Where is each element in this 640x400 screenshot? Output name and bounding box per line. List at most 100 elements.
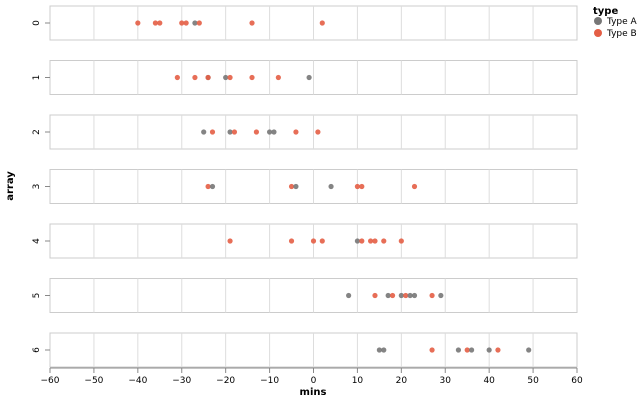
point-type-b [389,292,396,299]
point-type-b [367,238,374,244]
point-type-b [152,20,158,26]
point-type-a [381,347,387,353]
facet-row-0: 0 [32,5,578,41]
point-type-b [315,129,321,135]
point-type-b [249,74,255,81]
point-type-b [293,129,299,135]
legend-swatch [594,29,602,37]
point-type-a [411,292,418,299]
point-type-b [275,74,281,81]
point-type-b [319,238,325,244]
facet-row-1: 1 [32,60,578,95]
point-type-a [354,238,361,244]
point-type-a [407,292,413,299]
point-type-b [398,238,404,244]
facet-row-6: 6 [32,332,578,368]
point-type-b [464,347,470,353]
point-type-b [179,20,185,26]
point-type-a [227,129,233,135]
point-type-a [192,20,198,26]
point-type-b [209,129,216,135]
point-type-a [526,347,532,353]
legend-label: Type B [606,29,637,39]
legend-label: Type A [606,17,638,27]
point-type-b [253,129,260,135]
x-tick-label: 30 [440,376,452,386]
point-type-b [196,20,202,26]
row-label: 2 [32,129,42,135]
point-type-b [227,238,233,244]
x-tick-label: 40 [483,376,495,386]
point-type-a [469,347,475,353]
point-type-b [231,129,238,135]
facet-panels: 0 1 2 3 4 5 6 [32,5,578,368]
x-tick-label: 10 [352,376,364,386]
point-type-a [346,292,352,299]
x-tick-label: 0 [311,376,317,386]
legend-swatch [594,17,602,25]
point-type-b [372,292,378,299]
point-type-a [376,347,382,353]
x-axis: −60 −50 −40 −30 −20 −10 0 10 20 30 40 50 60 [41,367,583,386]
point-type-b [174,74,180,81]
point-type-b [429,347,435,353]
y-axis-title: array [5,171,16,201]
facet-row-5: 5 [32,278,578,313]
point-type-b [249,20,255,26]
point-type-b [192,74,198,81]
x-tick-label: −60 [41,376,60,386]
facet-row-2: 2 [32,114,578,150]
facet-row-3: 3 [32,169,578,204]
point-type-b [359,183,365,190]
x-tick-label: −50 [84,376,103,386]
point-type-a [385,292,391,299]
legend-title: type [593,6,618,17]
row-label: 4 [32,238,42,244]
point-type-b [403,292,409,299]
point-type-b [288,183,295,190]
point-type-b [135,20,141,26]
point-type-b [205,74,211,81]
point-type-b [381,238,387,244]
x-tick-label: 20 [396,376,408,386]
row-label: 0 [32,20,42,26]
point-type-b [429,292,435,299]
point-type-b [411,183,418,190]
row-label: 1 [32,75,42,81]
point-type-a [209,183,216,190]
point-type-b [227,74,233,81]
point-type-a [438,292,444,299]
point-type-a [328,183,334,190]
point-type-a [398,292,404,299]
point-type-b [354,183,361,190]
point-type-b [157,20,163,26]
point-type-a [455,347,462,353]
point-type-b [183,20,189,26]
row-label: 6 [32,347,42,353]
x-tick-label: −20 [216,376,235,386]
x-axis-title: mins [300,387,327,398]
facet-row-4: 4 [32,223,578,259]
x-tick-label: 50 [527,376,539,386]
x-tick-label: −10 [260,376,279,386]
x-tick-label: −30 [172,376,191,386]
row-label: 3 [32,184,42,190]
row-label: 5 [32,293,42,299]
point-type-a [306,74,312,81]
point-type-b [359,238,365,244]
x-tick-label: −40 [128,376,147,386]
point-type-b [372,238,378,244]
x-tick-label: 60 [571,376,583,386]
point-type-b [288,238,295,244]
point-type-a [486,347,492,353]
point-type-a [266,129,273,135]
point-type-a [201,129,207,135]
point-type-b [495,347,501,353]
point-type-b [205,183,211,190]
legend: type Type A Type B [593,6,638,39]
point-type-b [310,238,317,244]
point-type-a [293,183,299,190]
point-type-a [271,129,277,135]
point-type-b [319,20,325,26]
